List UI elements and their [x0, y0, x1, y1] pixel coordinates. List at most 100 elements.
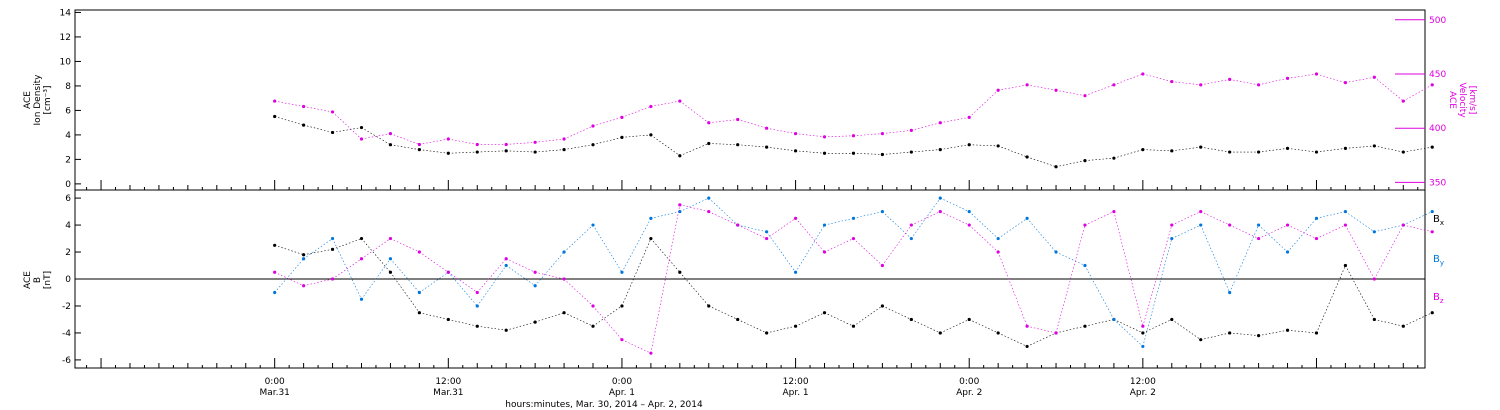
bx-point-trace — [361, 238, 391, 273]
by-point — [765, 230, 769, 234]
velocity-tick-label: 450 — [1429, 70, 1446, 80]
bx-point-trace — [969, 319, 999, 334]
velocity-axis-title: ACE Velocity [km/s] — [1447, 82, 1477, 118]
by-point-trace — [911, 197, 941, 239]
velocity-point — [388, 132, 393, 136]
by-point-trace — [795, 224, 825, 273]
density-point-trace — [1258, 148, 1288, 153]
by-point-trace — [621, 218, 652, 273]
bz-point-trace — [1200, 211, 1230, 226]
bz-point-trace — [1142, 224, 1173, 327]
density-tick-label: 8 — [65, 82, 71, 92]
bz-point-trace — [535, 271, 565, 280]
density-axis-title-line3: [cm⁻³] — [43, 85, 53, 114]
velocity-point-trace — [1084, 84, 1115, 96]
density-point — [1430, 145, 1434, 149]
density-point-trace — [1316, 148, 1346, 153]
density-point-trace — [274, 116, 304, 126]
density-point-trace — [303, 124, 333, 133]
velocity-point-trace — [1142, 73, 1172, 82]
bx-point-trace — [1345, 265, 1375, 320]
bx-point-trace — [679, 272, 709, 307]
time-tick-label: 12:00 — [783, 377, 809, 387]
density-point — [417, 147, 421, 152]
bz-point-trace — [592, 305, 623, 340]
field-tick-label: -6 — [62, 356, 71, 366]
by-point-trace — [1287, 218, 1317, 253]
bx-point-trace — [621, 238, 652, 307]
bx-point-trace — [332, 238, 362, 250]
density-point-trace — [621, 134, 651, 138]
velocity-point-trace — [1027, 84, 1057, 91]
field-tick-label: 6 — [65, 194, 71, 204]
velocity-point-trace — [940, 117, 970, 124]
bx-point — [1430, 311, 1434, 315]
density-point-trace — [911, 149, 941, 153]
density-point-trace — [564, 144, 594, 150]
bx-point-trace — [448, 319, 478, 327]
density-point-trace — [882, 151, 912, 155]
bz-point-trace — [795, 218, 825, 253]
velocity-point-trace — [737, 119, 767, 129]
density-point-trace — [737, 144, 767, 148]
density-point-trace — [853, 152, 883, 155]
velocity-axis-title-line3: [km/s] — [1467, 86, 1477, 115]
by-point-trace — [1171, 224, 1201, 239]
velocity-point-trace — [1171, 81, 1201, 86]
by-point-trace — [1345, 211, 1375, 233]
by-point-trace — [997, 218, 1028, 239]
bz-point-trace — [737, 224, 767, 239]
field-tick-label: 2 — [65, 248, 71, 258]
date-tick-label: Apr. 1 — [782, 388, 808, 398]
velocity-point-trace — [1374, 76, 1404, 102]
velocity-point-trace — [1287, 73, 1317, 79]
density-point-trace — [390, 144, 420, 150]
bx-point-trace — [303, 249, 333, 256]
by-point-trace — [824, 218, 854, 226]
velocity-point-trace — [419, 138, 449, 145]
bz-point-trace — [1316, 224, 1346, 239]
field-tick-label: -2 — [62, 302, 71, 312]
top-panel-frame — [74, 9, 1426, 191]
time-tick-label: 12:00 — [435, 377, 461, 387]
bx-point-trace — [506, 321, 536, 331]
bx-point-trace — [766, 325, 796, 334]
time-tick-label: 0:00 — [265, 377, 285, 387]
density-point-trace — [361, 127, 391, 145]
density-tick-label: 12 — [60, 33, 71, 43]
velocity-point-trace — [853, 133, 883, 137]
density-point-trace — [592, 137, 623, 145]
velocity-axis-title-line1: ACE — [1447, 91, 1457, 109]
density-tick-label: 6 — [65, 106, 71, 116]
bx-point-trace — [592, 305, 623, 327]
by-point — [1343, 209, 1348, 214]
by-point-trace — [274, 258, 304, 293]
legend-by: By — [1433, 254, 1444, 267]
velocity-point-trace — [679, 100, 709, 124]
bz-point-trace — [332, 258, 362, 280]
bz-point-trace — [940, 211, 970, 226]
bx-point-trace — [824, 312, 854, 327]
by-point-trace — [1403, 211, 1433, 226]
velocity-point — [1430, 83, 1434, 87]
density-point-trace — [1084, 157, 1114, 161]
by-point-trace — [1374, 224, 1404, 233]
velocity-point-trace — [1403, 84, 1433, 102]
legend-bz: Bz — [1433, 292, 1444, 305]
velocity-point-trace — [592, 117, 623, 127]
velocity-point-trace — [824, 135, 854, 138]
bz-point-trace — [708, 211, 738, 226]
by-point-trace — [332, 238, 362, 300]
bz-point-trace — [563, 278, 594, 307]
by-point-trace — [390, 258, 420, 293]
density-point-trace — [940, 144, 970, 150]
bz-point-trace — [621, 339, 652, 354]
density-point — [1141, 147, 1145, 152]
bz-point-trace — [679, 204, 709, 212]
by-point-trace — [534, 251, 565, 286]
bz-point-trace — [1374, 224, 1404, 280]
bx-point-trace — [911, 319, 941, 334]
by-point-trace — [737, 224, 767, 233]
by-point-trace — [940, 197, 970, 212]
